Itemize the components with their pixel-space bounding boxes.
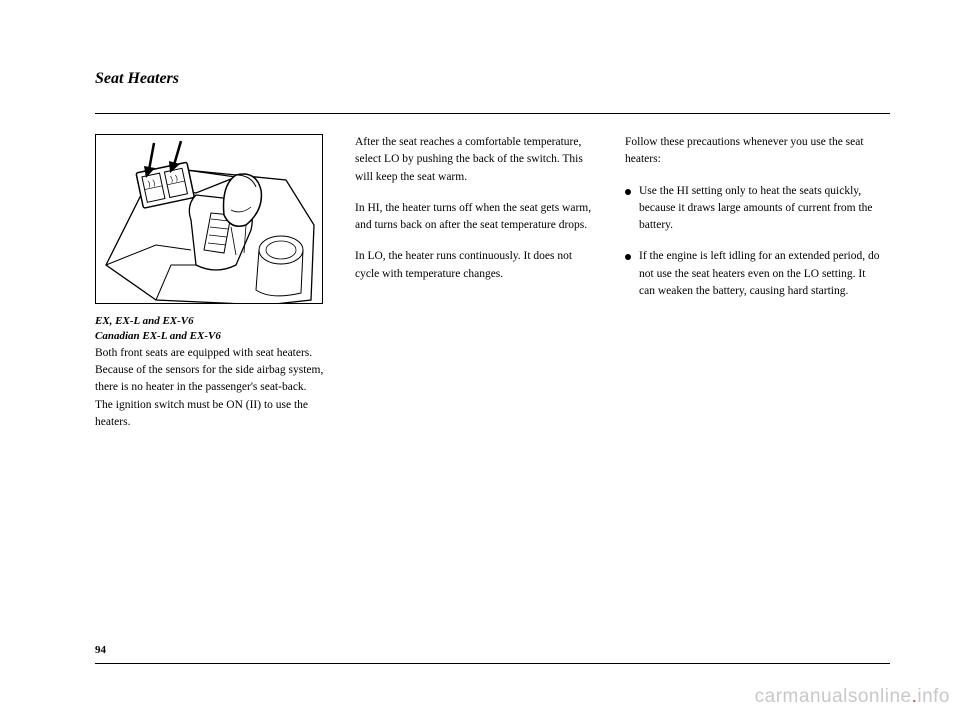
col3-intro: Follow these precautions whenever you us… (625, 134, 880, 169)
content-columns: EX, EX-L and EX-V6 Canadian EX-L and EX-… (95, 134, 890, 431)
col2-p3: In LO, the heater runs continuously. It … (355, 248, 595, 283)
watermark: carmanualsonline.info (755, 686, 950, 708)
seat-heater-diagram (95, 134, 323, 304)
header-divider (95, 113, 890, 114)
bullet-1-text: Use the HI setting only to heat the seat… (639, 183, 880, 235)
console-illustration (96, 135, 323, 304)
page-title: Seat Heaters (95, 70, 890, 88)
column-3: Follow these precautions whenever you us… (625, 134, 880, 431)
bullet-2: If the engine is left idling for an exte… (625, 248, 880, 300)
bullet-1: Use the HI setting only to heat the seat… (625, 183, 880, 235)
footer-divider (95, 663, 890, 664)
bullet-2-text: If the engine is left idling for an exte… (639, 248, 880, 300)
column-1: EX, EX-L and EX-V6 Canadian EX-L and EX-… (95, 134, 325, 431)
watermark-suffix: info (917, 686, 950, 707)
model-line-1: EX, EX-L and EX-V6 (95, 314, 325, 329)
watermark-text: carmanualsonline (755, 686, 912, 707)
page-number: 94 (95, 644, 106, 656)
model-line-2: Canadian EX-L and EX-V6 (95, 329, 325, 344)
col1-body: Both front seats are equipped with seat … (95, 345, 325, 431)
col2-p1: After the seat reaches a comfortable tem… (355, 134, 595, 186)
manual-page: Seat Heaters (0, 0, 960, 714)
column-2: After the seat reaches a comfortable tem… (355, 134, 595, 431)
bullet-dot-icon (625, 254, 631, 260)
col2-p2: In HI, the heater turns off when the sea… (355, 200, 595, 235)
bullet-dot-icon (625, 189, 631, 195)
